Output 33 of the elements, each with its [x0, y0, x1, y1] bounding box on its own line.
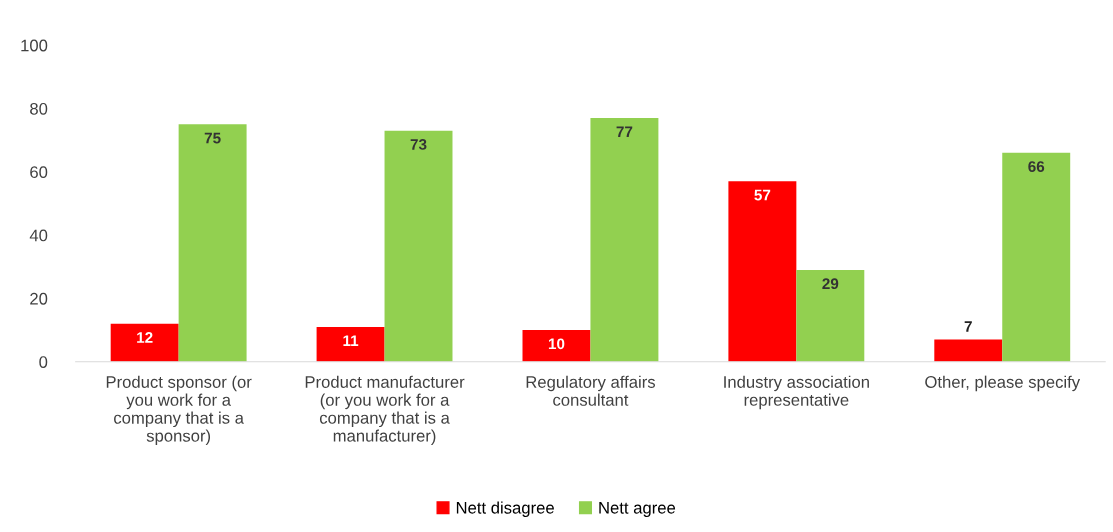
data-label: 29: [822, 278, 839, 290]
bar: [796, 269, 865, 362]
data-label: 66: [1028, 161, 1045, 172]
x-tick-label: Regulatory affairs consultant: [526, 375, 656, 406]
y-tick-label: 40: [29, 229, 48, 242]
y-tick-label: 80: [30, 102, 48, 115]
bar: [178, 124, 247, 362]
bar: [1002, 152, 1071, 362]
y-tick-label: 0: [39, 356, 48, 368]
data-label: 77: [616, 126, 633, 138]
data-label: 75: [204, 132, 221, 144]
data-label: 10: [548, 338, 565, 350]
bar: [110, 323, 179, 362]
data-label: 7: [964, 321, 972, 332]
x-tick-label: Product manufacturer (or you work for a company that is a manufacturer): [305, 375, 465, 446]
bar: [522, 330, 591, 362]
legend-label: Nett disagree: [456, 501, 554, 517]
y-tick-label: 20: [30, 292, 48, 305]
bar: [934, 339, 1003, 362]
x-tick-label: Industry association representative: [724, 375, 869, 410]
data-label: 73: [410, 139, 427, 150]
data-label: 11: [343, 335, 359, 346]
data-label: 57: [754, 189, 771, 201]
bar: [384, 130, 453, 362]
y-tick-label: 60: [30, 166, 48, 179]
data-label: 12: [137, 332, 153, 343]
bar: [590, 118, 659, 362]
x-tick-label: Other, please specify: [925, 375, 1081, 392]
x-tick-label: Product sponsor (or you work for a company that is a sponsor): [106, 375, 252, 446]
legend-label: Nett agree: [599, 502, 676, 517]
y-tick-label: 100: [21, 39, 48, 52]
bar: [728, 181, 797, 362]
bar: [316, 326, 385, 362]
